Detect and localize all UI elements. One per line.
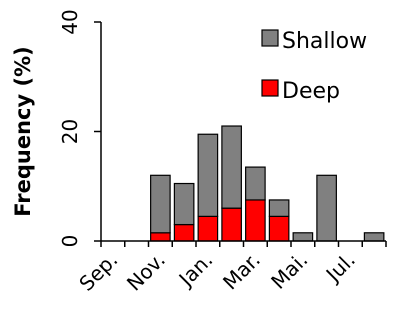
x-tick-label-4: Jan. bbox=[173, 248, 218, 293]
legend-swatch-deep bbox=[261, 79, 279, 97]
bar-shallow-2 bbox=[150, 174, 171, 234]
y-tick-label-0: 0 bbox=[58, 235, 82, 248]
x-tick-label-2: Nov. bbox=[122, 248, 170, 296]
bar-shallow-11 bbox=[363, 232, 385, 242]
y-tick-label-20: 20 bbox=[58, 119, 82, 144]
bar-deep-4 bbox=[197, 215, 219, 242]
bar-deep-6 bbox=[245, 199, 266, 242]
bar-shallow-5 bbox=[221, 125, 242, 209]
bar-deep-2 bbox=[150, 232, 171, 242]
bar-deep-7 bbox=[268, 215, 290, 242]
axes-group bbox=[100, 22, 386, 242]
bars-group bbox=[150, 125, 385, 242]
legend-label-deep: Deep bbox=[282, 79, 340, 104]
x-tick-label-8: Mai. bbox=[266, 248, 312, 294]
bar-shallow-4 bbox=[197, 133, 219, 217]
x-tick-label-0: Sep. bbox=[74, 248, 122, 296]
y-axis-label: Frequency (%) bbox=[11, 46, 35, 216]
x-tick-label-10: Jul. bbox=[320, 248, 360, 288]
x-tick-label-6: Mar. bbox=[218, 248, 265, 295]
y-ticks-group: 0 20 40 bbox=[58, 9, 101, 247]
bar-shallow-8 bbox=[292, 232, 314, 242]
bar-shallow-3 bbox=[173, 182, 195, 226]
x-ticks-group: Sep. Nov. Jan. Mar. Mai. Jul. bbox=[74, 241, 387, 296]
y-tick-label-40: 40 bbox=[58, 9, 82, 34]
bar-deep-5 bbox=[221, 207, 242, 242]
legend: Shallow Deep bbox=[261, 29, 367, 104]
bar-shallow-9 bbox=[316, 174, 337, 242]
legend-label-shallow: Shallow bbox=[282, 29, 367, 54]
bar-deep-3 bbox=[173, 223, 195, 242]
legend-swatch-shallow bbox=[261, 29, 279, 47]
bar-shallow-7 bbox=[268, 199, 290, 217]
bar-shallow-6 bbox=[245, 166, 266, 201]
